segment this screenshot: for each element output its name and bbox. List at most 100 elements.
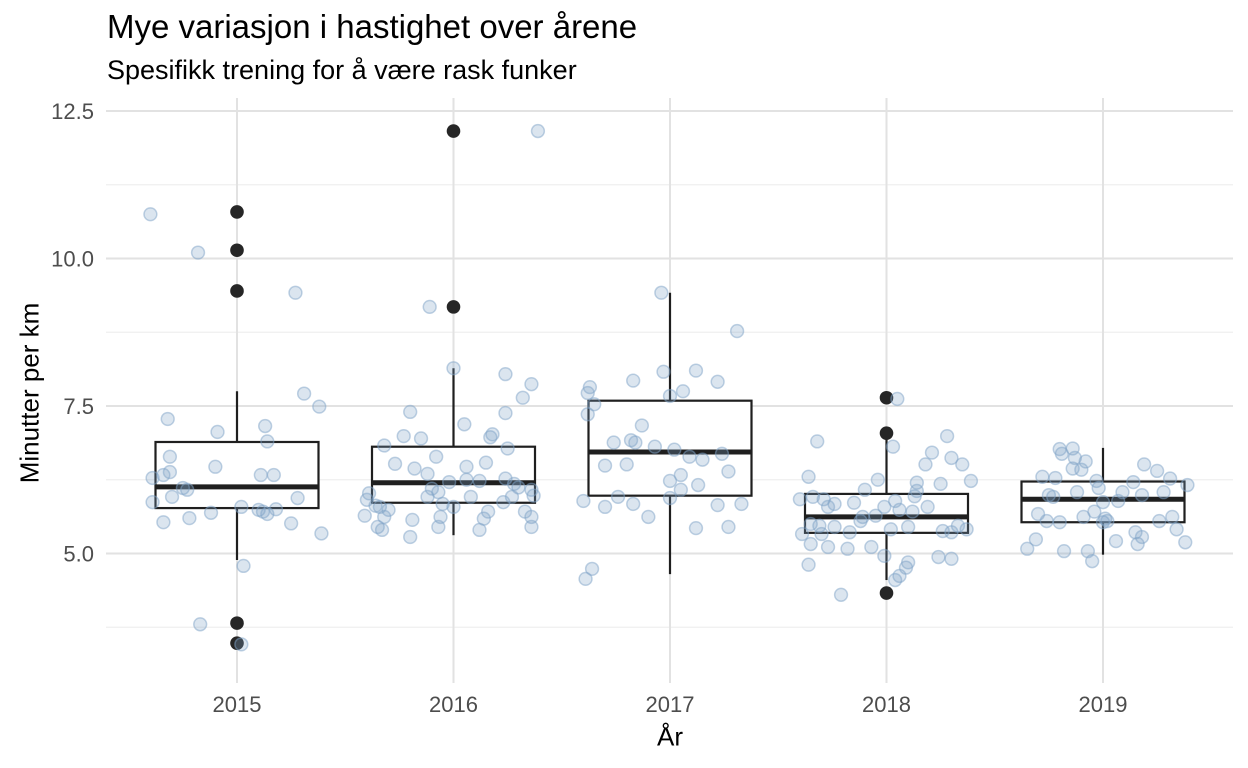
jitter-point (463, 489, 478, 505)
jitter-point (504, 489, 520, 505)
jitter-point (381, 502, 396, 517)
jitter-point (446, 499, 461, 515)
jitter-point (842, 525, 857, 540)
jitter-point (156, 515, 171, 530)
jitter-point (634, 418, 650, 433)
jitter-point (853, 513, 868, 529)
jitter-point (190, 245, 206, 260)
jitter-point (283, 516, 299, 531)
jitter-point (662, 388, 678, 404)
jitter-point (721, 519, 736, 535)
jitter-point (955, 457, 970, 472)
jitter-point (442, 474, 457, 490)
jitter-point (803, 516, 818, 532)
jitter-point (597, 499, 613, 515)
jitter-point (933, 476, 948, 492)
jitter-point (710, 374, 725, 389)
jitter-point (498, 366, 513, 382)
jitter-point (576, 493, 591, 509)
jitter-point (587, 397, 602, 412)
jitter-point (524, 509, 539, 525)
jitter-point (431, 519, 446, 535)
box-2016 (370, 445, 537, 504)
jitter-point (260, 434, 275, 449)
jitter-point (1052, 515, 1067, 530)
x-tick-label: 2019 (1079, 692, 1128, 717)
jitter-point (803, 536, 818, 552)
outlier-point (879, 390, 894, 405)
jitter-point (1111, 493, 1126, 509)
jitter-point (1162, 471, 1178, 486)
jitter-point (812, 518, 827, 533)
jitter-point (688, 363, 704, 378)
jitter-point (868, 508, 883, 523)
jitter-point (628, 435, 643, 450)
jitter-point (1078, 454, 1093, 469)
outlier-point (230, 243, 244, 258)
y-axis-title: Minutter per km (14, 302, 45, 484)
jitter-point (597, 458, 613, 473)
jitter-point (236, 558, 251, 574)
jitter-point (833, 587, 849, 602)
outlier-point (446, 124, 461, 138)
y-tick-label: 12.5 (51, 99, 94, 124)
jitter-point (1136, 457, 1152, 472)
outlier-point (879, 586, 894, 600)
jitter-point (877, 548, 892, 564)
jitter-point (210, 424, 225, 440)
jitter-point (403, 529, 418, 545)
jitter-point (524, 377, 539, 392)
jitter-point (682, 449, 697, 464)
jitter-point (1169, 522, 1184, 537)
jitter-point (403, 404, 418, 420)
jitter-point (374, 522, 390, 538)
y-tick-label: 5.0 (63, 542, 94, 567)
jitter-point (1130, 536, 1145, 552)
jitter-point (1085, 554, 1100, 569)
outlier-point (230, 616, 244, 630)
jitter-point (606, 435, 621, 450)
jitter-point (1046, 489, 1061, 505)
jitter-point (944, 525, 959, 540)
jitter-point (578, 571, 593, 587)
x-tick-label: 2017 (646, 692, 695, 717)
jitter-point (234, 499, 249, 515)
jitter-point (1091, 480, 1106, 496)
outlier-point (230, 205, 244, 219)
jitter-point (145, 470, 160, 486)
jitter-point (918, 457, 933, 472)
jitter-point (907, 489, 922, 504)
jitter-point (500, 441, 515, 456)
jitter-point (1039, 513, 1054, 529)
jitter-point (446, 361, 461, 376)
jitter-point (193, 617, 208, 632)
jitter-point (357, 508, 372, 523)
jitter-point (288, 285, 303, 300)
jitter-point (1095, 495, 1111, 510)
jitter-point (626, 373, 641, 388)
jitter-point (387, 456, 403, 471)
jitter-point (890, 391, 905, 407)
jitter-point (794, 526, 810, 542)
outlier-point (230, 636, 244, 650)
jitter-point (662, 490, 678, 506)
jitter-point (296, 386, 312, 401)
jitter-point (1035, 469, 1050, 484)
jitter-point (840, 541, 855, 556)
jitter-point (1180, 477, 1195, 493)
jitter-point (810, 434, 825, 449)
jitter-point (253, 467, 268, 483)
x-axis-title: År (657, 721, 683, 752)
jitter-point (396, 428, 411, 444)
jitter-point (959, 522, 974, 537)
jitter-point (885, 439, 901, 454)
chart-title: Mye variasjon i hastighet over årene (107, 8, 638, 45)
outlier-point (446, 300, 461, 314)
jitter-point (714, 446, 730, 461)
jitter-point (1069, 484, 1085, 500)
jitter-point (1156, 484, 1171, 500)
jitter-point (901, 519, 916, 535)
jitter-point (924, 445, 940, 460)
jitter-point (820, 539, 836, 555)
y-tick-label: 10.0 (51, 247, 94, 272)
